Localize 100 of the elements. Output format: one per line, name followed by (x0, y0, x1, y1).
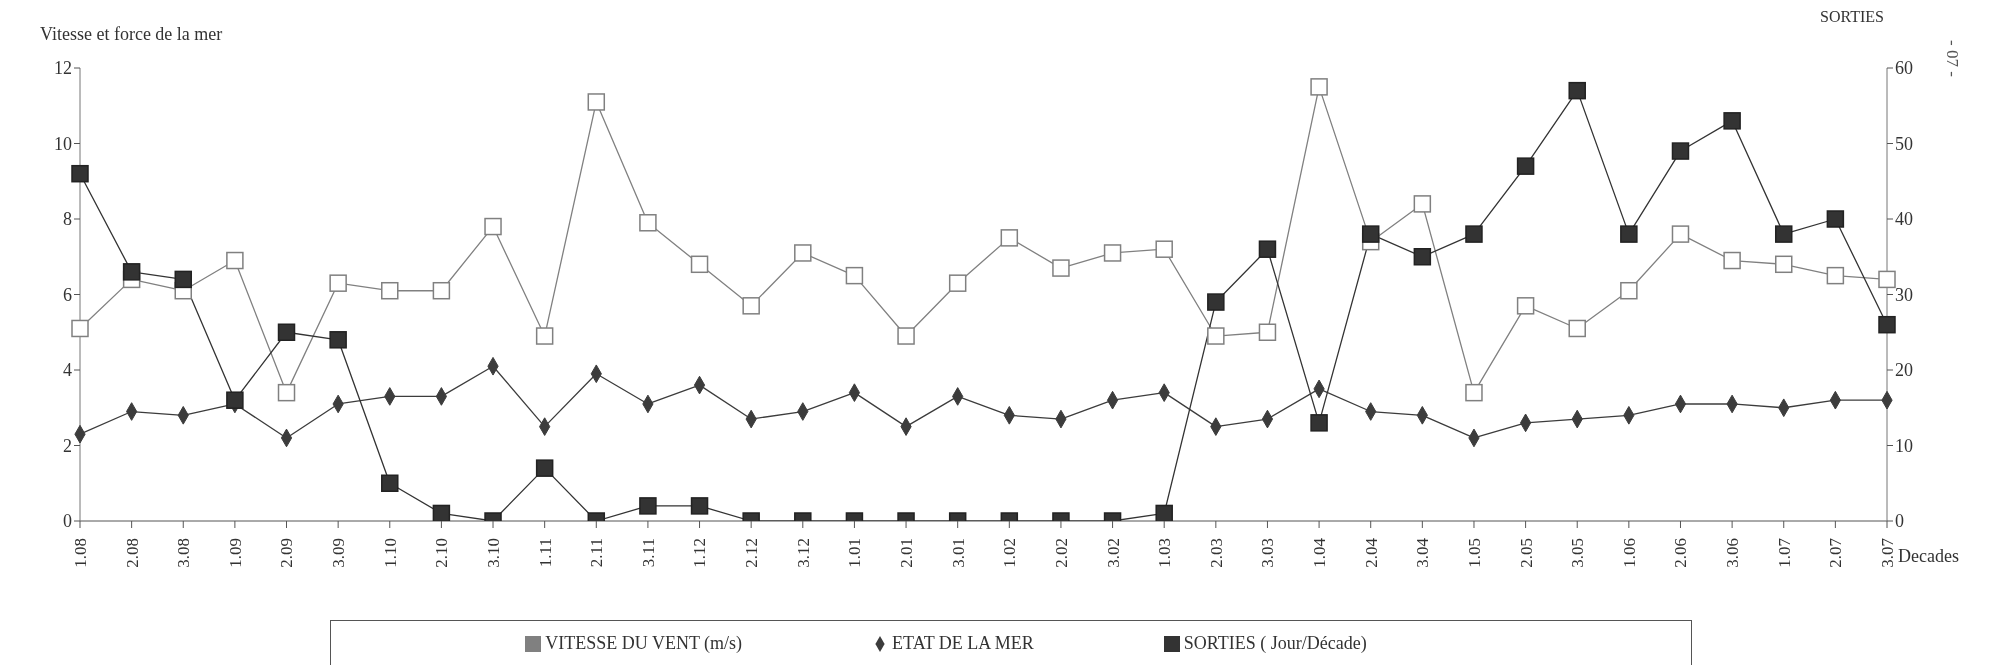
point (1465, 225, 1483, 243)
point (1878, 315, 1896, 334)
point (1671, 225, 1690, 243)
point (1723, 251, 1741, 270)
y2-tick-label: 30 (1895, 284, 1913, 305)
point (1413, 195, 1432, 213)
point (948, 274, 967, 292)
y2-tick-label: 0 (1895, 511, 1904, 532)
x-tick-label: 1.12 (690, 538, 710, 568)
point (329, 331, 347, 349)
point (1568, 81, 1586, 100)
point (1568, 319, 1586, 338)
point (742, 297, 760, 315)
y-tick-label: 6 (63, 284, 72, 305)
y2-axis-title: SORTIES (1820, 8, 1884, 26)
x-tick-label: 2.01 (897, 538, 917, 568)
x-tick-label: 2.08 (122, 538, 142, 568)
x-tick-label: 2.07 (1826, 537, 1846, 568)
x-tick-label: 1.02 (1000, 538, 1020, 568)
x-tick-label: 3.03 (1258, 538, 1278, 568)
x-tick-label: 1.11 (535, 538, 555, 568)
x-tick-label: 1.05 (1464, 538, 1484, 568)
point (122, 263, 141, 281)
y-tick-label: 2 (63, 435, 72, 456)
y-tick-label: 8 (63, 209, 72, 230)
point (1000, 229, 1019, 247)
point (1258, 323, 1277, 341)
point (1413, 248, 1432, 266)
point (535, 327, 554, 345)
y-axis-title: Vitesse et force de la mer (40, 24, 223, 45)
x-tick-label: 3.07 (1877, 537, 1897, 568)
point (1774, 225, 1793, 243)
x-tick-label: 1.01 (845, 538, 865, 568)
x-tick-label: 1.03 (1155, 538, 1175, 568)
x-tick-label: 1.04 (1310, 537, 1330, 568)
point (381, 281, 399, 300)
point (845, 266, 864, 285)
x-tick-label: 2.12 (742, 538, 762, 568)
point (1258, 240, 1277, 258)
x-tick-label: 2.04 (1361, 537, 1381, 568)
point (897, 327, 915, 345)
x-tick-label: 2.02 (1051, 538, 1071, 568)
x-tick-label: 3.10 (483, 538, 503, 568)
legend-label: SORTIES ( Jour/Décade) (1183, 632, 1367, 653)
point (1671, 142, 1690, 160)
x-tick-label: 1.10 (380, 538, 400, 568)
y-tick-label: 0 (63, 511, 72, 532)
point (794, 244, 812, 262)
point (639, 214, 657, 232)
legend-label: ETAT DE LA MER (892, 632, 1034, 653)
point (1465, 383, 1483, 402)
x-tick-label: 3.05 (1568, 538, 1588, 568)
point (226, 251, 244, 270)
point (587, 93, 606, 111)
point (329, 274, 347, 292)
x-tick-label: 3.02 (1103, 538, 1123, 568)
x-tick-label: 2.03 (1206, 538, 1226, 568)
point (277, 323, 296, 341)
x-tick-label: 2.05 (1516, 538, 1536, 568)
point (1878, 270, 1896, 289)
point (71, 164, 89, 183)
x-tick-label: 1.06 (1619, 538, 1639, 568)
x-tick-label: 2.10 (432, 538, 452, 568)
point (174, 270, 193, 289)
point (1723, 112, 1741, 130)
point (1207, 293, 1225, 311)
x-tick-label: 3.11 (638, 538, 658, 568)
y-tick-label: 12 (54, 58, 72, 79)
x-tick-label: 1.08 (70, 538, 90, 568)
y-tick-label: 10 (54, 133, 72, 154)
y2-tick-label: 50 (1895, 133, 1913, 154)
point (1207, 327, 1225, 345)
x-tick-label: 3.01 (948, 538, 968, 568)
point (71, 319, 89, 338)
text: - 07 - (1942, 40, 1962, 77)
point (1310, 78, 1328, 96)
y2-tick-label: 20 (1895, 360, 1913, 381)
point (1052, 259, 1070, 277)
y2-tick-label: 10 (1895, 435, 1913, 456)
x-tick-label: 2.11 (587, 538, 607, 568)
point (1620, 281, 1638, 300)
point (277, 383, 296, 402)
x-tick-label: 1.09 (225, 538, 245, 568)
legend-label: VITESSE DU VENT (m/s) (545, 632, 743, 653)
point (690, 255, 709, 274)
point (1620, 225, 1638, 243)
y-tick-label: 4 (63, 360, 72, 381)
x-tick-label: 2.09 (277, 538, 297, 568)
y2-tick-label: 60 (1895, 58, 1913, 79)
point (1516, 297, 1535, 315)
x-tick-label: 3.06 (1723, 538, 1743, 568)
x-tick-label: 1.07 (1774, 537, 1794, 568)
point (1516, 157, 1535, 175)
x-tick-label: 3.09 (329, 538, 349, 568)
point (1103, 244, 1122, 262)
x-tick-label: 3.04 (1413, 537, 1433, 568)
x-tick-label: 3.08 (174, 538, 194, 568)
point (1774, 255, 1793, 274)
point (432, 281, 451, 300)
point (1826, 210, 1845, 228)
